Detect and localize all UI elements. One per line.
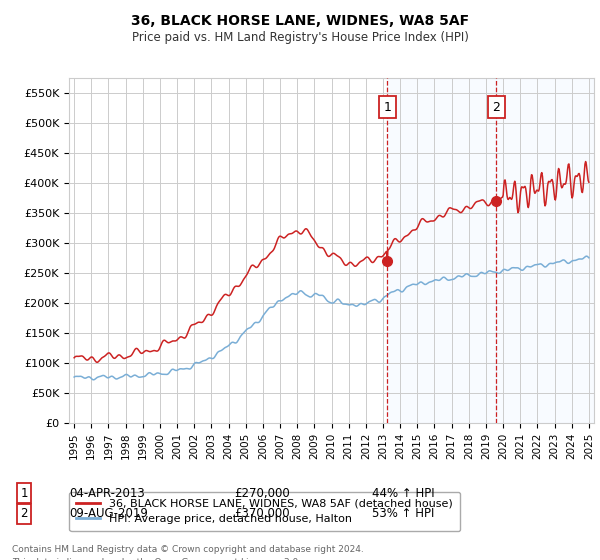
Text: 1: 1 <box>383 101 391 114</box>
Text: £370,000: £370,000 <box>234 507 290 520</box>
Text: 44% ↑ HPI: 44% ↑ HPI <box>372 487 434 500</box>
Text: £270,000: £270,000 <box>234 487 290 500</box>
Text: Contains HM Land Registry data © Crown copyright and database right 2024.
This d: Contains HM Land Registry data © Crown c… <box>12 545 364 560</box>
Text: 2: 2 <box>20 507 28 520</box>
Legend: 36, BLACK HORSE LANE, WIDNES, WA8 5AF (detached house), HPI: Average price, deta: 36, BLACK HORSE LANE, WIDNES, WA8 5AF (d… <box>70 492 460 531</box>
Text: 09-AUG-2019: 09-AUG-2019 <box>69 507 148 520</box>
Bar <box>387 78 496 423</box>
Text: 1: 1 <box>20 487 28 500</box>
Text: 36, BLACK HORSE LANE, WIDNES, WA8 5AF: 36, BLACK HORSE LANE, WIDNES, WA8 5AF <box>131 14 469 28</box>
Bar <box>496 78 594 423</box>
Text: Price paid vs. HM Land Registry's House Price Index (HPI): Price paid vs. HM Land Registry's House … <box>131 31 469 44</box>
Text: 2: 2 <box>492 101 500 114</box>
Text: 53% ↑ HPI: 53% ↑ HPI <box>372 507 434 520</box>
Text: 04-APR-2013: 04-APR-2013 <box>69 487 145 500</box>
